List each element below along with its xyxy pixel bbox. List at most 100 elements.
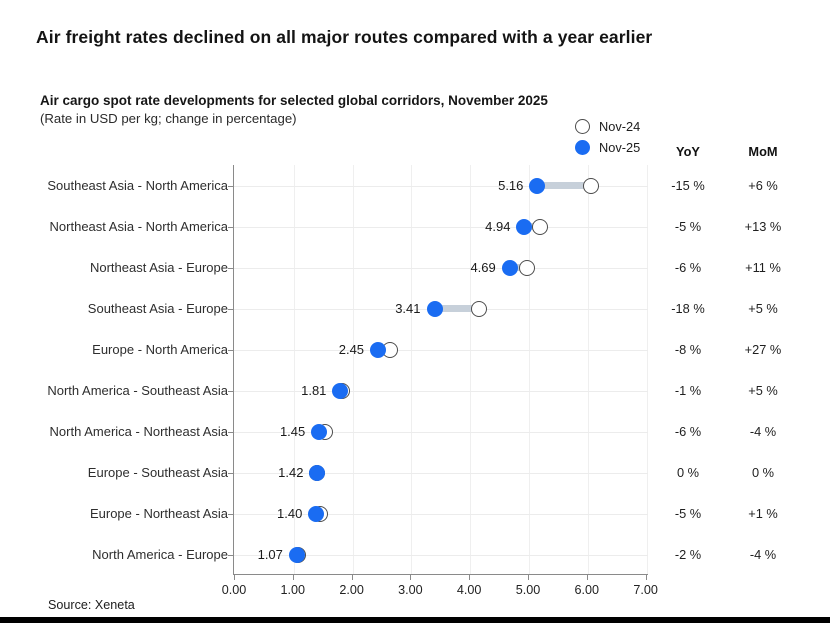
nov25-dot [529, 177, 546, 194]
rate-value-label: 5.16 [498, 178, 524, 193]
yoy-column-header: YoY [676, 144, 700, 159]
mom-value: +5 % [748, 382, 778, 398]
nov25-dot [308, 505, 325, 522]
y-axis-tick [228, 308, 233, 310]
nov24-dot [531, 218, 548, 235]
yoy-value: -5 % [674, 218, 702, 234]
y-axis-tick [228, 349, 233, 351]
x-axis-tick [528, 575, 529, 580]
x-gridline [470, 165, 472, 574]
x-axis-tick [586, 575, 588, 580]
y-axis-tick [228, 513, 233, 515]
x-axis-tick [645, 575, 647, 580]
x-tick-label: 4.00 [456, 583, 482, 597]
legend-label-nov25: Nov-25 [599, 139, 641, 155]
x-gridline [529, 165, 530, 574]
yoy-value: -2 % [674, 546, 702, 562]
yoy-value: -1 % [674, 382, 702, 398]
rate-value-label: 1.81 [301, 383, 327, 398]
x-tick-label: 0.00 [221, 583, 247, 597]
connector-bar [509, 264, 528, 271]
rate-value-label: 4.69 [470, 260, 496, 275]
mom-column-header: MoM [748, 144, 778, 159]
y-axis-tick [228, 185, 233, 187]
yoy-value: -6 % [674, 423, 702, 439]
yoy-value: -5 % [674, 505, 702, 521]
x-gridline [293, 165, 295, 574]
mom-value: 0 % [751, 464, 775, 480]
x-tick-label: 1.00 [280, 583, 306, 597]
x-gridline [411, 165, 413, 574]
yoy-value: -6 % [674, 259, 702, 275]
route-label: Northeast Asia - North America [49, 219, 228, 234]
row-gridline [234, 472, 648, 474]
nov25-dot [309, 464, 326, 481]
rate-value-label: 1.42 [278, 465, 304, 480]
row-gridline [234, 513, 648, 515]
y-axis-tick [228, 472, 233, 474]
connector-bar [434, 305, 479, 312]
connector-bar [537, 182, 591, 189]
x-axis-tick [410, 575, 412, 580]
x-tick-label: 3.00 [398, 583, 423, 597]
mom-value: +1 % [748, 505, 778, 521]
nov25-dot [501, 259, 518, 276]
x-tick-label: 2.00 [339, 583, 364, 597]
legend-item-nov25: Nov-25 [575, 138, 640, 156]
row-gridline [234, 390, 648, 392]
row-gridline [234, 185, 648, 187]
bottom-border-bar [0, 617, 830, 623]
x-tick-label: 7.00 [633, 583, 658, 597]
mom-value: +11 % [745, 259, 781, 275]
chart-note: (Rate in USD per kg; change in percentag… [40, 111, 297, 126]
y-axis-tick [228, 390, 233, 392]
mom-value: -4 % [749, 423, 777, 439]
source-note: Source: Xeneta [48, 598, 135, 612]
y-axis-tick [228, 431, 233, 433]
mom-value: +13 % [744, 218, 782, 234]
route-label: North America - Europe [92, 547, 228, 562]
route-label: Europe - Southeast Asia [87, 465, 228, 480]
row-gridline [234, 267, 648, 269]
rate-value-label: 4.94 [485, 219, 511, 234]
row-gridline [234, 554, 648, 556]
y-axis-tick [228, 226, 233, 228]
route-label: North America - Northeast Asia [49, 424, 228, 439]
mom-value: +27 % [744, 341, 782, 357]
nov25-dot [516, 218, 533, 235]
x-axis-tick [469, 575, 471, 580]
nov24-circle-icon [575, 118, 590, 134]
x-gridline [352, 165, 354, 574]
row-gridline [234, 226, 648, 228]
rate-value-label: 2.45 [338, 342, 365, 357]
rate-value-label: 1.07 [257, 547, 283, 562]
nov24-dot [519, 259, 536, 276]
legend-item-nov24: Nov-24 [575, 117, 640, 135]
route-label: North America - Southeast Asia [47, 383, 228, 398]
route-label: Europe - Northeast Asia [89, 506, 228, 521]
nov25-dot [332, 382, 349, 399]
nov24-dot [582, 177, 599, 194]
nov25-circle-icon [575, 139, 590, 155]
yoy-value: -8 % [674, 341, 702, 357]
nov25-dot [426, 300, 443, 317]
nov25-dot [370, 341, 387, 358]
x-gridline [587, 165, 589, 574]
yoy-value: -15 % [671, 177, 705, 193]
rate-value-label: 3.41 [395, 301, 421, 316]
nov24-dot [470, 300, 487, 317]
x-tick-label: 6.00 [574, 583, 600, 597]
x-gridline [646, 165, 648, 574]
x-axis-tick [351, 575, 353, 580]
y-axis-tick [228, 554, 233, 556]
row-gridline [234, 349, 648, 351]
y-axis-tick [228, 267, 233, 269]
page-title: Air freight rates declined on all major … [36, 27, 653, 47]
mom-value: +5 % [748, 300, 778, 316]
row-gridline [234, 431, 648, 433]
x-tick-label: 5.00 [515, 583, 541, 597]
chart-subtitle: Air cargo spot rate developments for sel… [40, 93, 548, 108]
route-label: Southeast Asia - North America [47, 178, 228, 193]
rate-value-label: 1.40 [277, 506, 303, 521]
